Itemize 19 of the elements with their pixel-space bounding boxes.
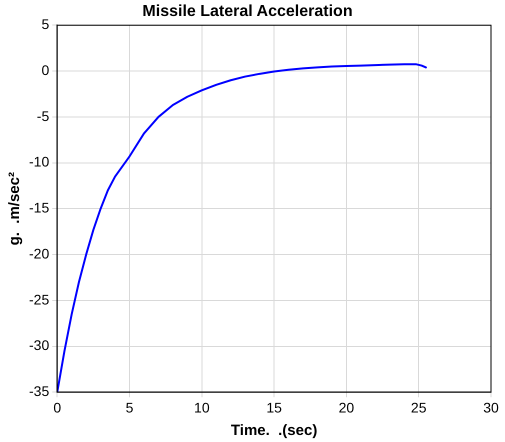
y-tick-label: -30 <box>29 337 50 354</box>
y-tick-label: -25 <box>29 291 50 308</box>
x-tick-label: 30 <box>483 399 499 416</box>
x-tick-label: 10 <box>194 399 210 416</box>
chart-title: Missile Lateral Acceleration <box>142 3 353 20</box>
y-tick-label: -15 <box>29 200 50 216</box>
y-tick-label: -20 <box>29 245 50 262</box>
x-tick-label: 0 <box>53 399 62 416</box>
x-tick-label: 5 <box>126 399 134 416</box>
y-tick-label: 5 <box>41 16 50 32</box>
y-tick-label: -35 <box>29 383 50 400</box>
y-axis-title: g. .m/sec² <box>6 172 24 246</box>
y-tick-label: -10 <box>29 154 50 170</box>
x-tick-label: 25 <box>410 399 427 416</box>
x-axis-title: Time. .(sec) <box>230 422 318 440</box>
x-tick-label: 15 <box>266 399 282 416</box>
y-tick-label: 0 <box>41 62 50 78</box>
y-tick-label: -5 <box>36 108 50 124</box>
x-tick-label: 20 <box>338 399 354 416</box>
